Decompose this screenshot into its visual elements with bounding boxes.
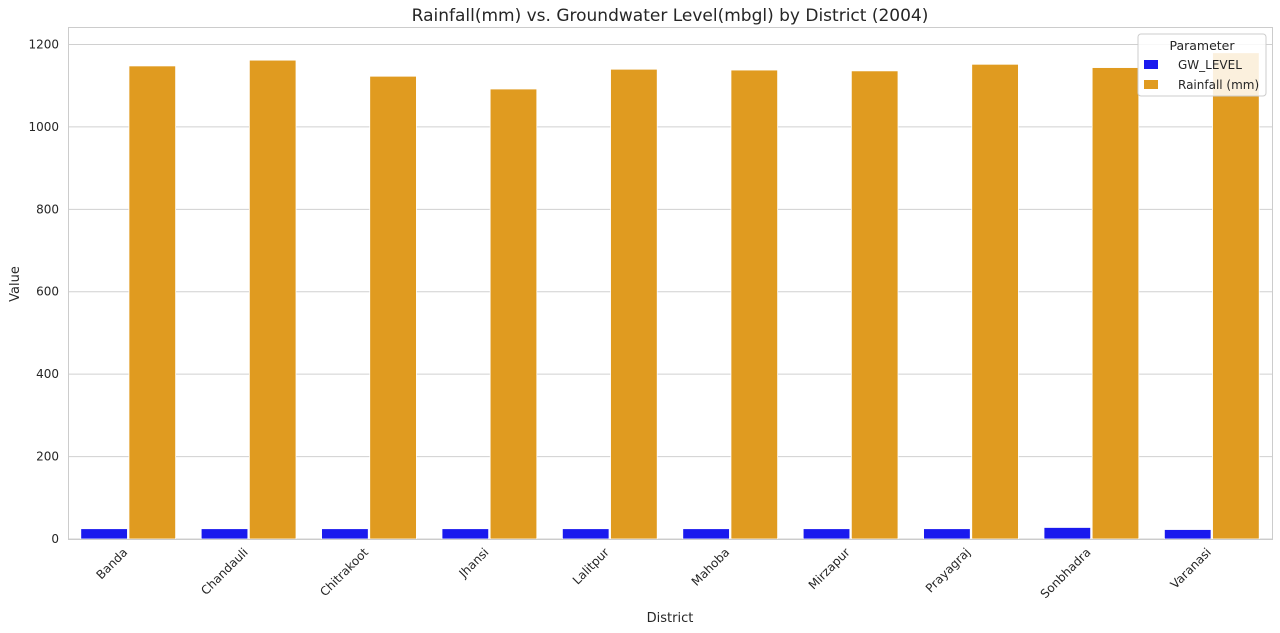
bar-gw-level-banda <box>80 528 128 540</box>
x-tick-label: Mahoba <box>689 545 733 589</box>
bar-rainfall-mm-chitrakoot <box>369 75 417 540</box>
y-tick-label: 600 <box>36 285 59 299</box>
bar-gw-level-lalitpur <box>561 528 610 540</box>
legend: Parameter GW_LEVEL Rainfall (mm) <box>1137 33 1267 97</box>
bar-gw-level-mahoba <box>682 528 730 540</box>
bar-gw-level-chitrakoot <box>321 528 369 540</box>
bars <box>80 52 1260 540</box>
bar-gw-level-prayagraj <box>923 528 971 540</box>
bar-gw-level-varanasi <box>1163 529 1212 540</box>
bar-rainfall-mm-prayagraj <box>971 63 1019 540</box>
y-axis-ticks: 0 200 400 600 800 1000 1200 <box>28 37 59 546</box>
x-tick-label: Prayagraj <box>923 545 973 595</box>
x-tick-label: Varanasi <box>1168 545 1214 591</box>
legend-swatch-gw-level <box>1144 60 1158 69</box>
bar-rainfall-mm-varanasi <box>1212 52 1260 540</box>
grid-lines <box>68 43 1272 540</box>
legend-title: Parameter <box>1169 38 1235 53</box>
x-tick-label: Mirzapur <box>806 545 853 592</box>
x-axis-ticks: Banda Chandauli Chitrakoot Jhansi Lalitpur Ma… <box>93 545 1213 601</box>
bar-gw-level-chandauli <box>200 528 249 540</box>
legend-swatch-rainfall <box>1144 80 1158 89</box>
bar-gw-level-jhansi <box>441 528 490 540</box>
y-tick-label: 1200 <box>28 37 59 51</box>
bar-gw-level-sonbhadra <box>1043 527 1092 540</box>
bar-rainfall-mm-sonbhadra <box>1091 67 1140 540</box>
y-tick-label: 800 <box>36 202 59 216</box>
bar-rainfall-mm-mirzapur <box>850 70 899 540</box>
legend-box <box>1137 33 1267 97</box>
x-tick-label: Jhansi <box>456 545 492 581</box>
x-tick-label: Sonbhadra <box>1038 545 1094 601</box>
bar-gw-level-mirzapur <box>802 528 851 540</box>
x-tick-label: Chandauli <box>198 545 250 597</box>
bar-rainfall-mm-lalitpur <box>610 68 658 540</box>
legend-label-rainfall: Rainfall (mm) <box>1178 78 1259 92</box>
y-tick-label: 0 <box>51 532 59 546</box>
plot-frame <box>68 27 1273 540</box>
x-tick-label: Banda <box>93 545 130 582</box>
x-tick-label: Lalitpur <box>570 545 612 587</box>
legend-label-gw-level: GW_LEVEL <box>1178 58 1242 72</box>
bar-rainfall-mm-chandauli <box>248 59 297 540</box>
x-tick-label: Chitrakoot <box>317 545 371 599</box>
bar-rainfall-mm-jhansi <box>489 88 538 540</box>
bar-rainfall-mm-mahoba <box>730 69 779 540</box>
y-tick-label: 200 <box>36 450 59 464</box>
y-axis-label: Value <box>8 266 23 302</box>
chart-title: Rainfall(mm) vs. Groundwater Level(mbgl)… <box>412 6 929 26</box>
y-tick-label: 1000 <box>28 120 59 134</box>
bar-rainfall-mm-banda <box>128 65 177 540</box>
x-axis-label: District <box>647 611 694 626</box>
y-tick-label: 400 <box>36 367 59 381</box>
